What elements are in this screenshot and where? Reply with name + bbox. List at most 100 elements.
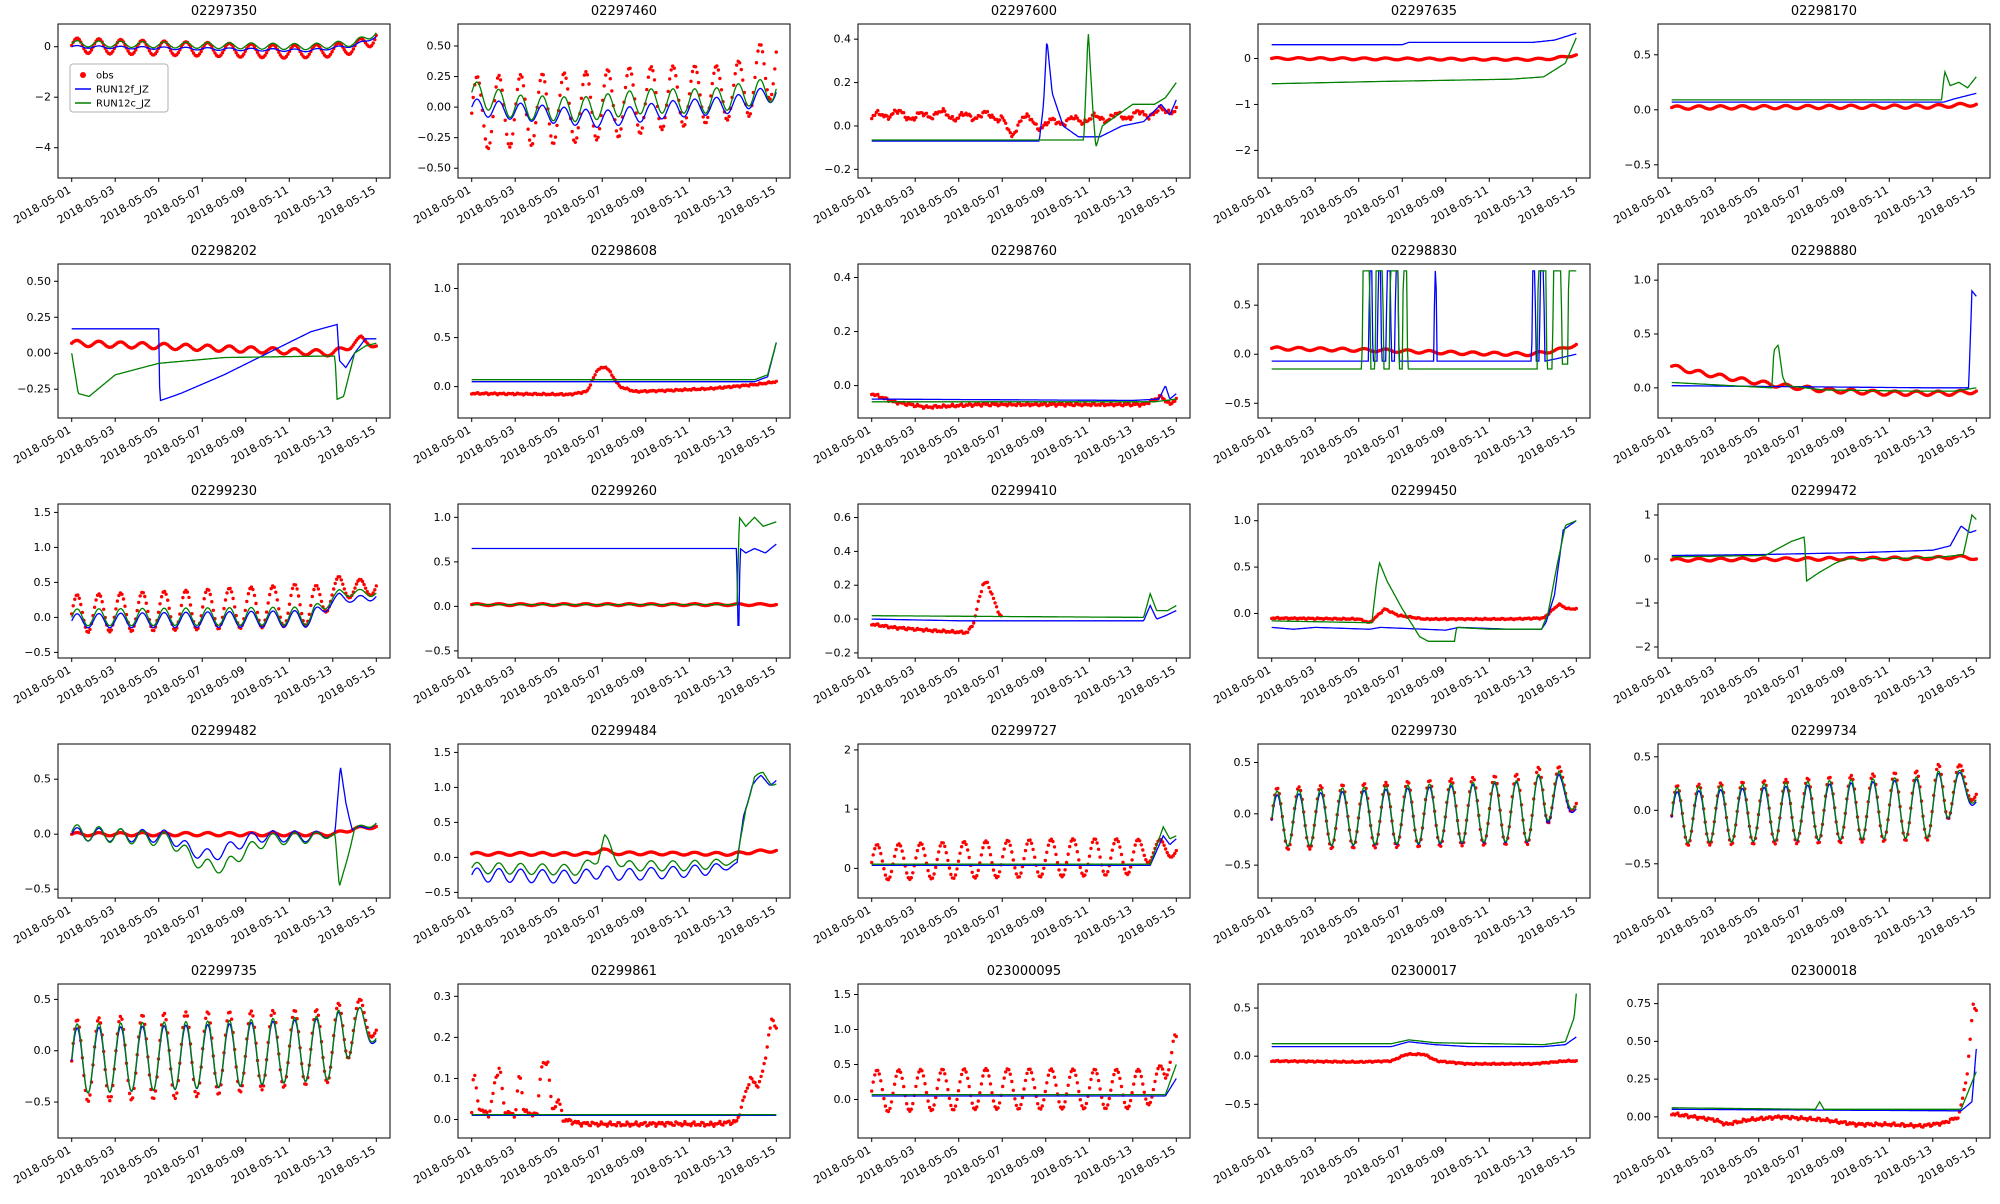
y-axis: −0.50 −0.25 0.00 0.25 0.50 [417,40,458,175]
axes-frame [1657,983,1991,1139]
obs-dots [870,392,1178,410]
x-axis: 2018-05-012018-05-032018-05-052018-05-07… [11,658,378,707]
x-axis: 2018-05-012018-05-032018-05-052018-05-07… [411,658,778,707]
x-axis: 2018-05-012018-05-032018-05-052018-05-07… [811,418,1178,467]
y-tick-label: 0.0 [34,828,52,841]
chart-svg: 02298880 0.0 0.5 1.0 2018-05-012018-05-03201… [1611,244,1991,467]
subplot-02300018: 02300018 0.00 0.25 0.50 0.75 2018-05-01 2018-0… [1600,960,2000,1200]
subplot-02299730: 02299730 −0.5 0.0 0.5 2018-05-01 2018-05-03 20… [1200,720,1600,960]
subplot-02299450: 02299450 0.0 0.5 1.0 2018-05-01 2018-05-03 201… [1200,480,1600,720]
y-tick-label: −1 [1235,98,1251,111]
y-axis: 0.0 0.5 1.0 [1234,514,1258,620]
y-tick-label: −0.5 [1224,1098,1251,1111]
y-axis: −0.5 0.0 0.5 [24,773,58,896]
y-tick-label: 0.0 [834,613,852,626]
series-RUN12f_JZ [471,342,777,383]
subplot-02299735: 02299735 −0.5 0.0 0.5 2018-05-01 2018-05-03 20… [0,960,400,1200]
chart-svg: 02299484 −0.5 0.0 0.5 1.0 1.5 2018-05-012018-0… [411,724,791,947]
y-tick-label: 0.4 [834,33,852,46]
y-tick-label: −0.5 [24,646,51,659]
series-obs [1270,53,1578,62]
y-tick-label: −0.5 [1224,859,1251,872]
model-line [1271,520,1577,642]
model-line [71,323,377,402]
series-RUN12f_JZ [1271,520,1577,631]
y-tick-label: 0.0 [1234,1050,1252,1063]
y-tick-label: 1 [844,803,851,816]
y-axis: −0.5 0.0 0.5 [1624,750,1658,870]
series-RUN12f_JZ [71,323,377,402]
model-line [1671,525,1977,557]
x-axis: 2018-05-012018-05-032018-05-052018-05-07… [1211,418,1578,467]
axes-frame [457,503,791,659]
model-line [871,825,1177,865]
y-tick-label: 0.00 [27,347,52,360]
axes-frame [1257,983,1591,1139]
chart-svg: 02299730 −0.5 0.0 0.5 2018-05-012018-05-0320… [1211,724,1591,947]
chart-title: 023000095 [987,964,1061,979]
y-tick-label: −2 [35,91,51,104]
y-tick-label: 0.25 [427,70,452,83]
y-tick-label: 0.5 [834,1058,852,1071]
x-axis: 2018-05-012018-05-032018-05-052018-05-07… [11,178,378,227]
y-tick-label: 0.0 [834,1093,852,1106]
axes-frame [857,263,1191,419]
y-tick-label: −0.5 [424,644,451,657]
chart-svg: 02299861 0.0 0.1 0.2 0.3 2018-05-012018-05-03… [411,964,791,1187]
axes-frame [1257,263,1591,419]
series-obs [870,837,1178,882]
chart-svg: 02298830 −0.5 0.0 0.5 2018-05-012018-05-0320… [1211,244,1591,467]
subplot-02300017: 02300017 −0.5 0.0 0.5 2018-05-01 2018-05-03 20… [1200,960,1600,1200]
subplot-02299484: 02299484 −0.5 0.0 0.5 1.0 1.5 2018-05-01 2018-0… [400,720,800,960]
model-line [71,32,377,51]
y-axis: −0.2 0.0 0.2 0.4 [824,33,858,176]
series-obs [470,1017,778,1128]
y-tick-label: 0.0 [434,1113,452,1126]
y-tick-label: −0.25 [17,383,51,396]
y-tick-label: 0.2 [834,76,852,89]
model-line [1671,69,1977,101]
chart-svg: 02298760 0.0 0.2 0.4 2018-05-012018-05-03201… [811,244,1191,467]
model-line [471,87,777,129]
model-line [1271,32,1577,46]
series-RUN12c_JZ [1271,993,1577,1046]
x-axis: 2018-05-012018-05-032018-05-052018-05-07… [1611,178,1978,227]
y-tick-label: −2 [1235,144,1251,157]
y-tick-label: 1.0 [434,282,452,295]
y-tick-label: 0.5 [1234,1002,1252,1015]
y-tick-label: 0.0 [34,611,52,624]
model-line [1271,520,1577,631]
chart-svg: 02297600 −0.2 0.0 0.2 0.4 2018-05-012018-05-0… [811,4,1191,227]
axes-frame [457,263,791,419]
obs-dots [870,104,1178,139]
model-line [71,36,377,53]
series-RUN12c_JZ [471,342,777,381]
legend-box [69,63,169,113]
chart-svg: 023000095 0.0 0.5 1.0 1.5 2018-05-012018-05-0… [811,964,1191,1187]
axes-frame [457,743,791,899]
x-axis: 2018-05-012018-05-032018-05-052018-05-07… [1211,658,1578,707]
model-line [871,34,1177,147]
axes-frame [1257,503,1591,659]
model-line [71,822,377,886]
y-tick-label: 0 [44,40,51,53]
series-obs [870,392,1178,410]
y-axis: 0.0 0.2 0.4 [834,271,858,392]
model-line [871,834,1177,867]
y-tick-label: 1.0 [434,781,452,794]
chart-title: 02299230 [191,484,257,499]
y-tick-label: 0 [1244,52,1251,65]
model-line [1271,1036,1577,1048]
model-line [1271,270,1577,362]
series-RUN12f_JZ [471,774,777,884]
subplot-02299472: 02299472 −2 −1 0 1 2018-05-01 2018-05-03 2018-0… [1600,480,2000,720]
chart-title: 02299727 [991,724,1057,739]
subplot-02298760: 02298760 0.0 0.2 0.4 2018-05-01 2018-05-03 201… [800,240,1200,480]
chart-title: 02298830 [1391,244,1457,259]
series-RUN12c_JZ [871,398,1177,403]
x-axis: 2018-05-012018-05-032018-05-052018-05-07… [1211,178,1578,227]
y-axis: 0.00 0.25 0.50 0.75 [1627,997,1658,1123]
subplot-02298608: 02298608 0.0 0.5 1.0 2018-05-01 2018-05-03 201… [400,240,800,480]
y-tick-label: 1.5 [834,988,852,1001]
